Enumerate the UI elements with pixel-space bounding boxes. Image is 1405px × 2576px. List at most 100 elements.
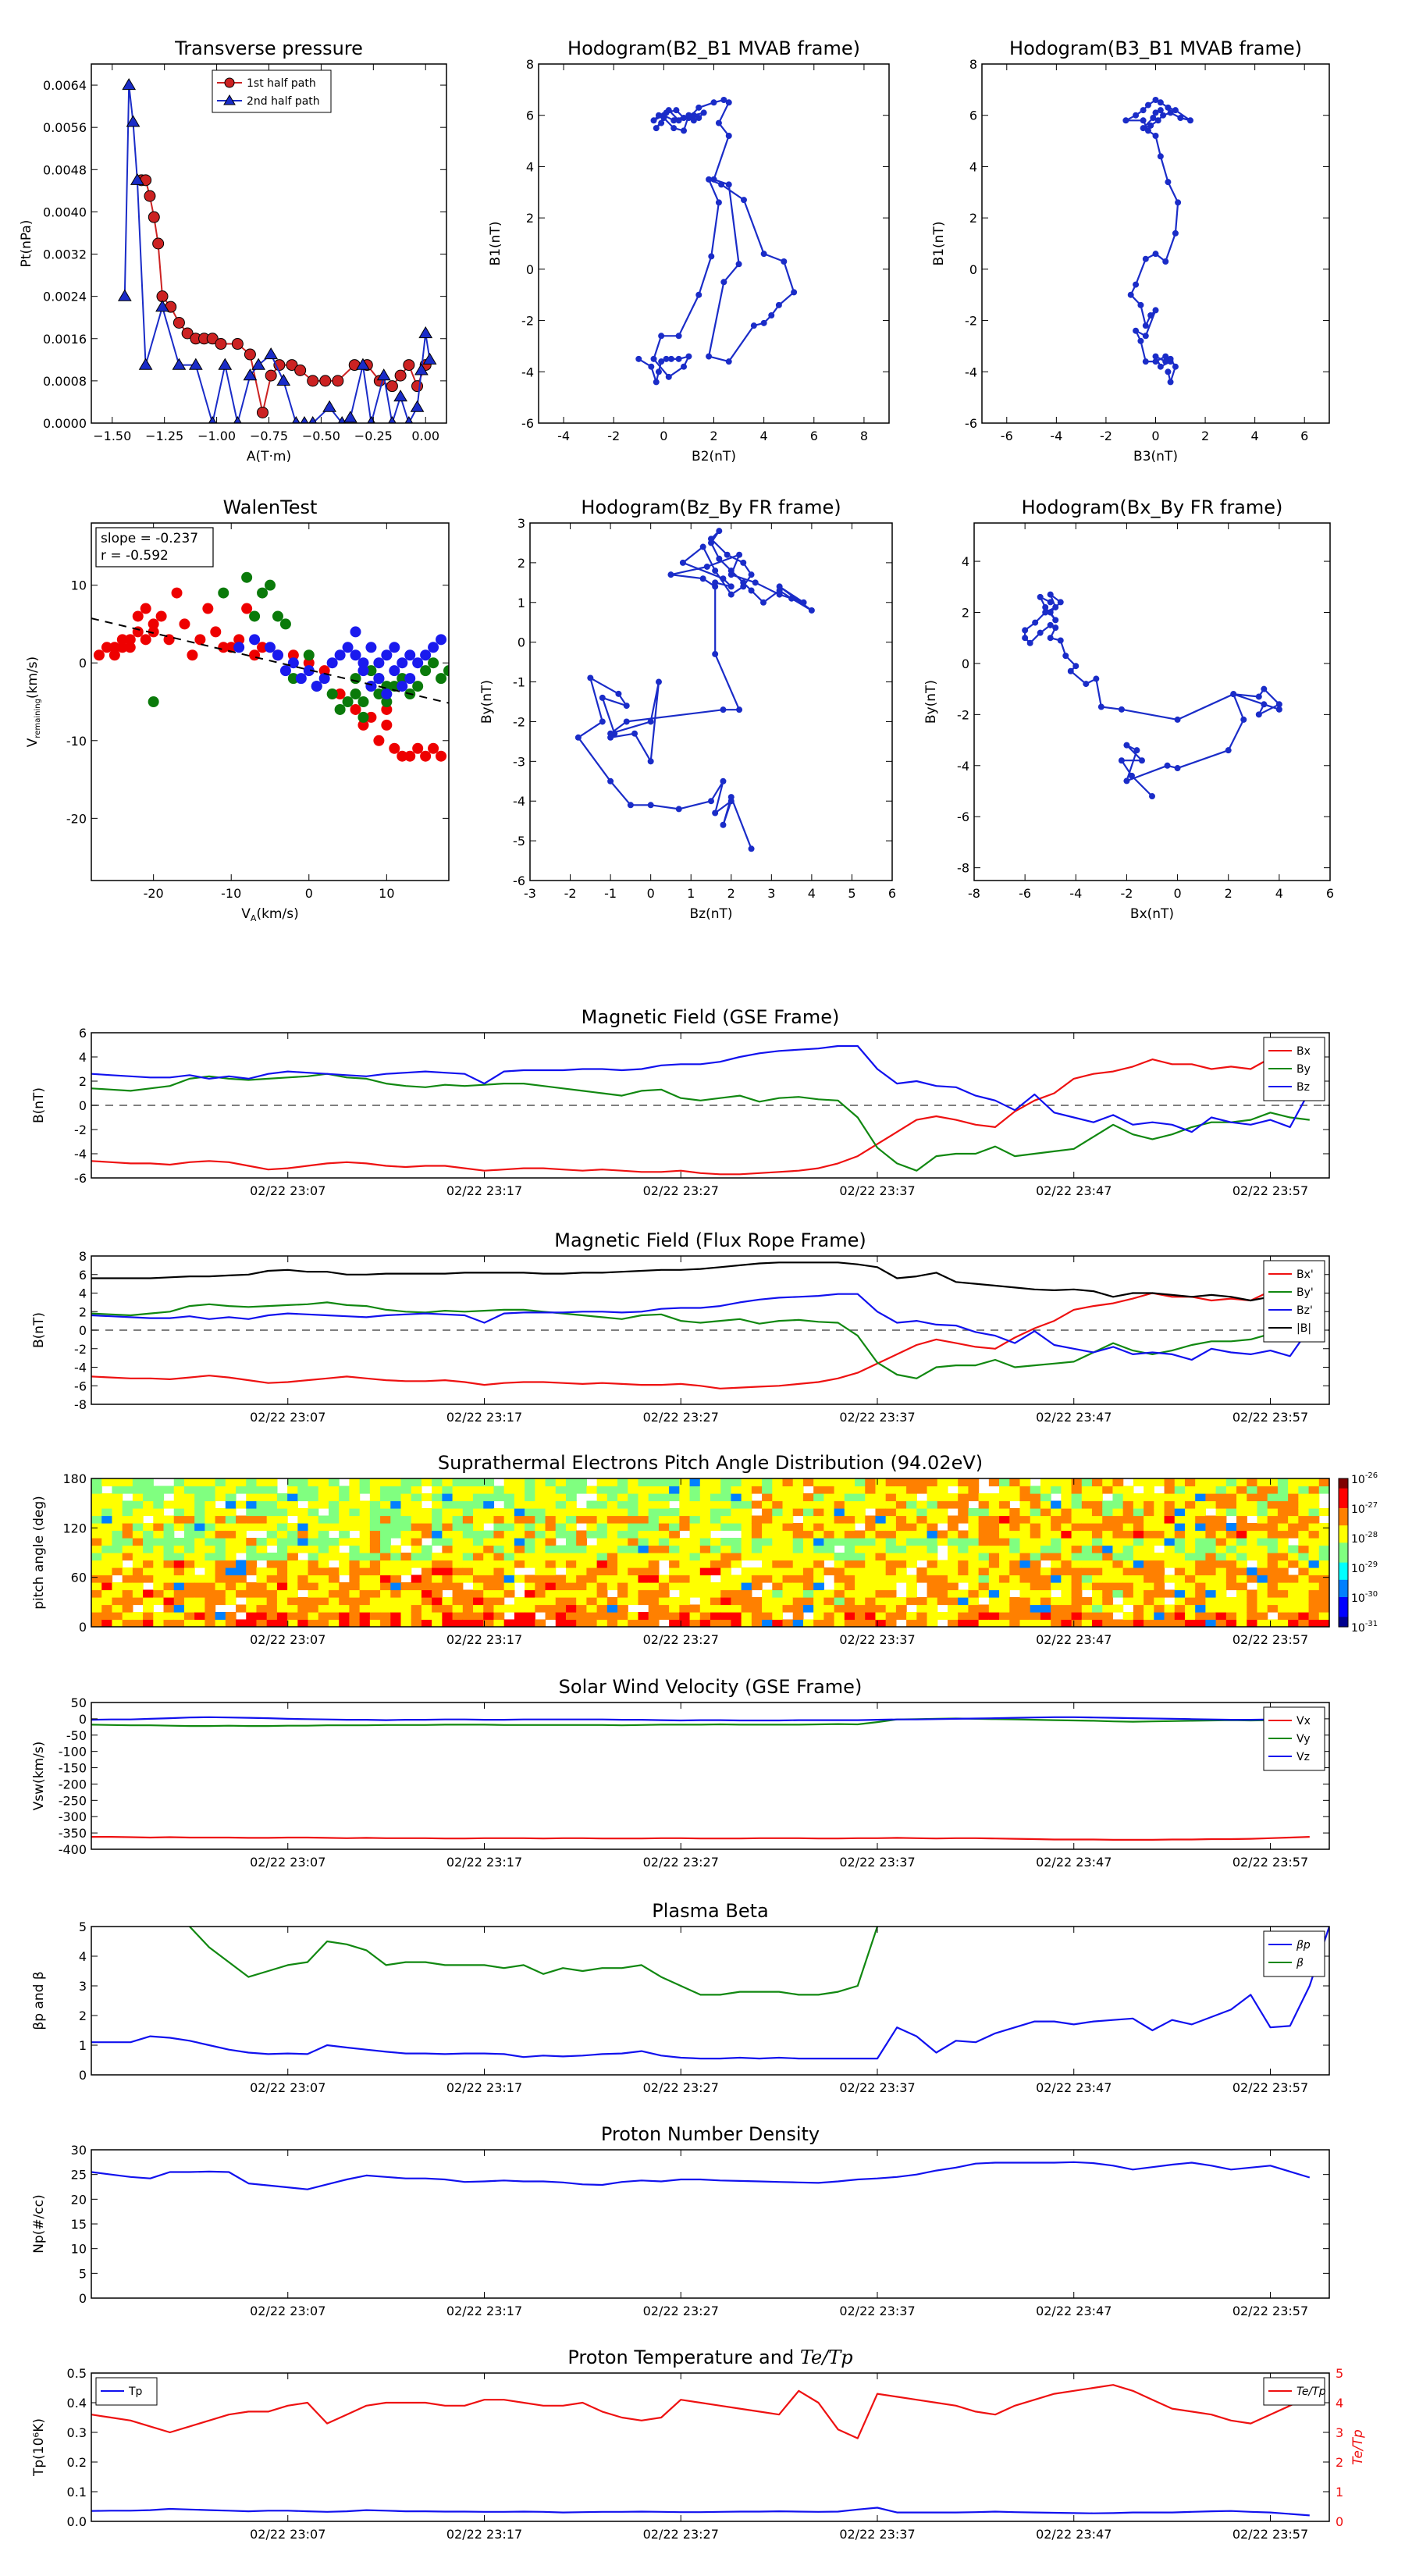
heatmap-cell bbox=[1102, 1560, 1114, 1568]
heatmap-cell bbox=[762, 1478, 773, 1487]
heatmap-cell bbox=[1215, 1485, 1227, 1494]
scatter-point-blue bbox=[350, 626, 361, 638]
heatmap-cell bbox=[865, 1597, 877, 1606]
y-tick-label: 4 bbox=[962, 554, 969, 569]
heatmap-cell bbox=[792, 1478, 804, 1487]
y-tick-label: -8 bbox=[74, 1397, 87, 1412]
colorbar-segment bbox=[1339, 1547, 1348, 1551]
heatmap-cell bbox=[669, 1530, 680, 1539]
heatmap-cell bbox=[432, 1538, 443, 1546]
heatmap-cell bbox=[225, 1478, 237, 1487]
heatmap-cell bbox=[266, 1485, 278, 1494]
heatmap-cell bbox=[411, 1545, 422, 1553]
y-tick-label: -6 bbox=[965, 416, 977, 431]
heatmap-cell bbox=[153, 1612, 165, 1621]
heatmap-cell bbox=[731, 1589, 742, 1598]
heatmap-cell bbox=[359, 1515, 371, 1524]
heatmap-cell bbox=[741, 1545, 752, 1553]
scatter-point-red bbox=[124, 634, 136, 646]
heatmap-cell bbox=[297, 1493, 309, 1502]
heatmap-cell bbox=[1092, 1604, 1103, 1613]
heatmap-cell bbox=[1267, 1567, 1279, 1576]
heatmap-cell bbox=[493, 1523, 505, 1532]
heatmap-cell bbox=[1205, 1485, 1217, 1494]
heatmap-cell bbox=[112, 1597, 123, 1606]
y-tick-label: 4 bbox=[79, 1949, 87, 1964]
heatmap-cell bbox=[658, 1597, 670, 1606]
heatmap-cell bbox=[596, 1485, 608, 1494]
heatmap-cell bbox=[565, 1485, 577, 1494]
scatter-point-blue bbox=[334, 649, 346, 661]
heatmap-cell bbox=[772, 1582, 784, 1591]
heatmap-cell bbox=[205, 1493, 216, 1502]
heatmap-cell bbox=[1122, 1508, 1134, 1517]
scatter-point-red bbox=[334, 688, 346, 700]
heatmap-cell bbox=[163, 1515, 175, 1524]
heatmap-cell bbox=[782, 1619, 794, 1627]
heatmap-cell bbox=[1298, 1530, 1310, 1539]
heatmap-cell bbox=[1215, 1478, 1227, 1487]
heatmap-cell bbox=[390, 1619, 402, 1627]
heatmap-cell bbox=[638, 1545, 649, 1553]
heatmap-cell bbox=[390, 1560, 402, 1568]
heatmap-cell bbox=[514, 1574, 525, 1583]
heatmap-cell bbox=[875, 1485, 887, 1494]
heatmap-cell bbox=[194, 1500, 205, 1509]
heatmap-cell bbox=[834, 1612, 845, 1621]
heatmap-cell bbox=[236, 1515, 247, 1524]
heatmap-cell bbox=[710, 1485, 721, 1494]
heatmap-cell bbox=[802, 1560, 814, 1568]
y-tick-label: 0.5 bbox=[67, 2366, 87, 2381]
heatmap-cell bbox=[710, 1493, 721, 1502]
scatter-point-red bbox=[287, 649, 299, 661]
chart-title: WalenTest bbox=[223, 496, 318, 518]
heatmap-cell bbox=[628, 1560, 639, 1568]
heatmap-cell bbox=[525, 1589, 535, 1598]
heatmap-cell bbox=[122, 1508, 133, 1517]
heatmap-cell bbox=[669, 1515, 680, 1524]
heatmap-cell bbox=[834, 1493, 845, 1502]
heatmap-cell bbox=[421, 1612, 432, 1621]
heatmap-cell bbox=[741, 1478, 752, 1487]
heatmap-cell bbox=[112, 1567, 123, 1576]
heatmap-cell bbox=[699, 1500, 711, 1509]
heatmap-cell bbox=[669, 1582, 680, 1591]
heatmap-cell bbox=[875, 1553, 887, 1561]
heatmap-cell bbox=[1154, 1589, 1165, 1598]
heatmap-cell bbox=[183, 1619, 195, 1627]
heatmap-cell bbox=[823, 1604, 835, 1613]
heatmap-cell bbox=[741, 1508, 752, 1517]
heatmap-cell bbox=[751, 1485, 763, 1494]
heatmap-cell bbox=[1102, 1604, 1114, 1613]
heatmap-cell bbox=[555, 1478, 567, 1487]
colorbar-segment bbox=[1339, 1570, 1348, 1573]
heatmap-cell bbox=[596, 1553, 608, 1561]
heatmap-cell bbox=[1205, 1553, 1217, 1561]
heatmap-cell bbox=[122, 1604, 133, 1613]
heatmap-cell bbox=[380, 1560, 391, 1568]
data-point bbox=[332, 375, 344, 387]
heatmap-cell bbox=[1225, 1523, 1237, 1532]
heatmap-cell bbox=[875, 1619, 887, 1627]
scatter-point-red bbox=[389, 742, 400, 754]
heatmap-cell bbox=[710, 1553, 721, 1561]
heatmap-cell bbox=[1030, 1589, 1041, 1598]
colorbar-segment bbox=[1339, 1579, 1348, 1583]
y-tick-label: 1 bbox=[79, 2038, 87, 2053]
heatmap-cell bbox=[865, 1604, 877, 1613]
heatmap-cell bbox=[586, 1508, 598, 1517]
scatter-point-red bbox=[420, 750, 432, 762]
heatmap-cell bbox=[555, 1597, 567, 1606]
y-tick-label: 8 bbox=[969, 57, 977, 72]
heatmap-cell bbox=[132, 1612, 144, 1621]
heatmap-cell bbox=[194, 1597, 205, 1606]
heatmap-cell bbox=[1122, 1538, 1134, 1546]
heatmap-cell bbox=[916, 1500, 928, 1509]
data-point bbox=[695, 104, 702, 111]
heatmap-cell bbox=[834, 1500, 845, 1509]
y-tick-label: -6 bbox=[74, 1171, 87, 1186]
heatmap-cell bbox=[875, 1589, 887, 1598]
heatmap-cell bbox=[390, 1553, 402, 1561]
heatmap-cell bbox=[1225, 1574, 1237, 1583]
